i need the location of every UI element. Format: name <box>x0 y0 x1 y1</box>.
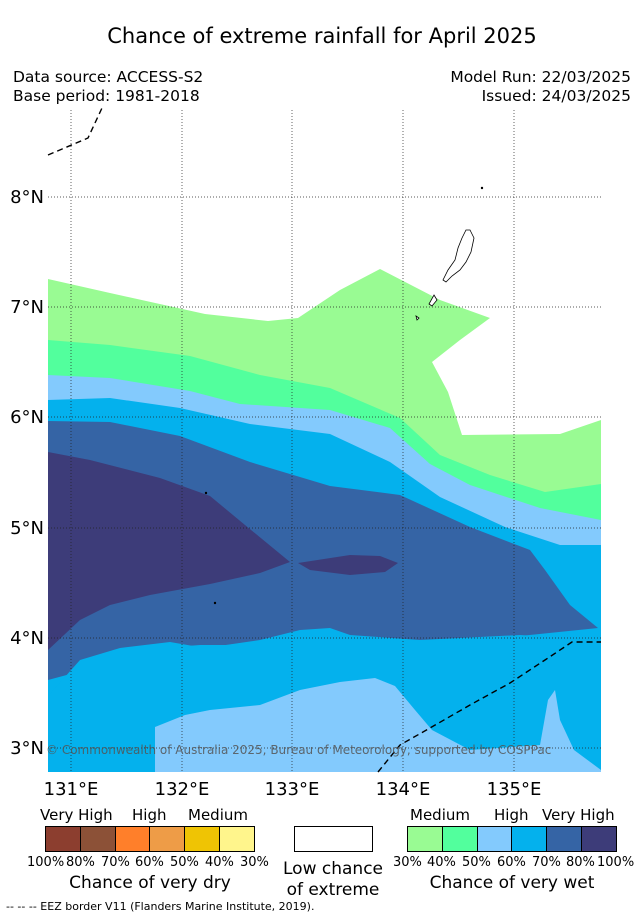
palau-small-island <box>428 294 438 307</box>
dry-header-very-high: Very High <box>40 806 113 824</box>
wet-tick: 60% <box>497 855 526 870</box>
meta-right: Model Run: 22/03/2025 Issued: 24/03/2025 <box>450 68 631 106</box>
wet-header-high: High <box>494 806 529 824</box>
palau-islet <box>415 315 420 321</box>
dry-swatch <box>150 827 186 851</box>
lat-label: 3°N <box>10 738 44 759</box>
map-title: Chance of extreme rainfall for April 202… <box>107 24 537 48</box>
lat-label: 8°N <box>10 187 44 208</box>
dry-tick: 40% <box>205 855 234 870</box>
wet-tick: 50% <box>462 855 491 870</box>
dry-colorbar <box>45 826 255 852</box>
wet-80-band <box>48 452 290 650</box>
wet-tick: 100% <box>597 855 635 870</box>
low-caption-line1: Low chance <box>283 859 383 879</box>
dry-tick: 50% <box>170 855 199 870</box>
dry-header-medium: Medium <box>188 806 248 824</box>
wet-tick: 80% <box>566 855 595 870</box>
lon-label: 133°E <box>265 779 320 800</box>
lon-label: 135°E <box>487 779 542 800</box>
copyright-notice: © Commonwealth of Australia 2025, Bureau… <box>46 743 551 757</box>
lon-label: 134°E <box>376 779 431 800</box>
wet-tick: 30% <box>393 855 422 870</box>
wet-swatch <box>547 827 583 851</box>
data-source: Data source: ACCESS-S2 <box>13 68 204 86</box>
lon-label: 132°E <box>155 779 210 800</box>
palau-main-island <box>442 229 475 283</box>
islands <box>204 186 484 605</box>
meta-left: Data source: ACCESS-S2 Base period: 1981… <box>13 68 203 106</box>
lat-label: 6°N <box>10 407 44 428</box>
dry-tick: 30% <box>240 855 269 870</box>
dry-swatch <box>115 827 151 851</box>
wet-swatch <box>582 827 616 851</box>
wet-tick: 70% <box>532 855 561 870</box>
lat-label: 7°N <box>10 297 44 318</box>
wet-70-band <box>48 421 598 680</box>
model-run: Model Run: 22/03/2025 <box>450 68 631 86</box>
dry-tick: 70% <box>101 855 130 870</box>
kayangel-islet <box>480 186 484 190</box>
dry-caption: Chance of very dry <box>69 873 231 893</box>
dry-swatch <box>80 827 116 851</box>
wet-80-patch <box>298 555 398 575</box>
base-period: Base period: 1981-2018 <box>13 87 200 105</box>
issued-date: Issued: 24/03/2025 <box>481 87 631 105</box>
wet-swatch <box>442 827 478 851</box>
wet-swatch <box>408 827 443 851</box>
low-caption-line2: of extreme <box>286 880 380 900</box>
low-chance-swatch <box>294 826 373 852</box>
map-area <box>48 110 601 772</box>
wet-tick: 40% <box>427 855 456 870</box>
longitude-labels: 131°E 132°E 133°E 134°E 135°E <box>44 779 542 800</box>
dry-header-high: High <box>132 806 167 824</box>
tobi-islet <box>204 491 208 495</box>
helen-islet <box>213 601 217 605</box>
wet-50-lower-band <box>155 678 601 772</box>
eez-footnote: -- -- -- EEZ border V11 (Flanders Marine… <box>6 900 315 913</box>
latitude-labels: 8°N 7°N 6°N 5°N 4°N 3°N <box>10 187 44 759</box>
eez-border <box>47 107 601 773</box>
wet-header-very-high: Very High <box>542 806 615 824</box>
lat-label: 4°N <box>10 628 44 649</box>
dry-swatch <box>220 827 254 851</box>
dry-tick: 100% <box>27 855 65 870</box>
lon-label: 131°E <box>44 779 99 800</box>
dry-swatch <box>46 827 81 851</box>
dry-tick: 60% <box>135 855 164 870</box>
wet-swatch <box>512 827 548 851</box>
gridlines <box>48 110 601 772</box>
wet-colorbar <box>407 826 617 852</box>
wet-caption: Chance of very wet <box>429 873 595 893</box>
dry-swatch <box>185 827 221 851</box>
wet-header-medium: Medium <box>410 806 470 824</box>
lat-label: 5°N <box>10 518 44 539</box>
dry-tick: 80% <box>66 855 95 870</box>
wet-swatch <box>477 827 513 851</box>
